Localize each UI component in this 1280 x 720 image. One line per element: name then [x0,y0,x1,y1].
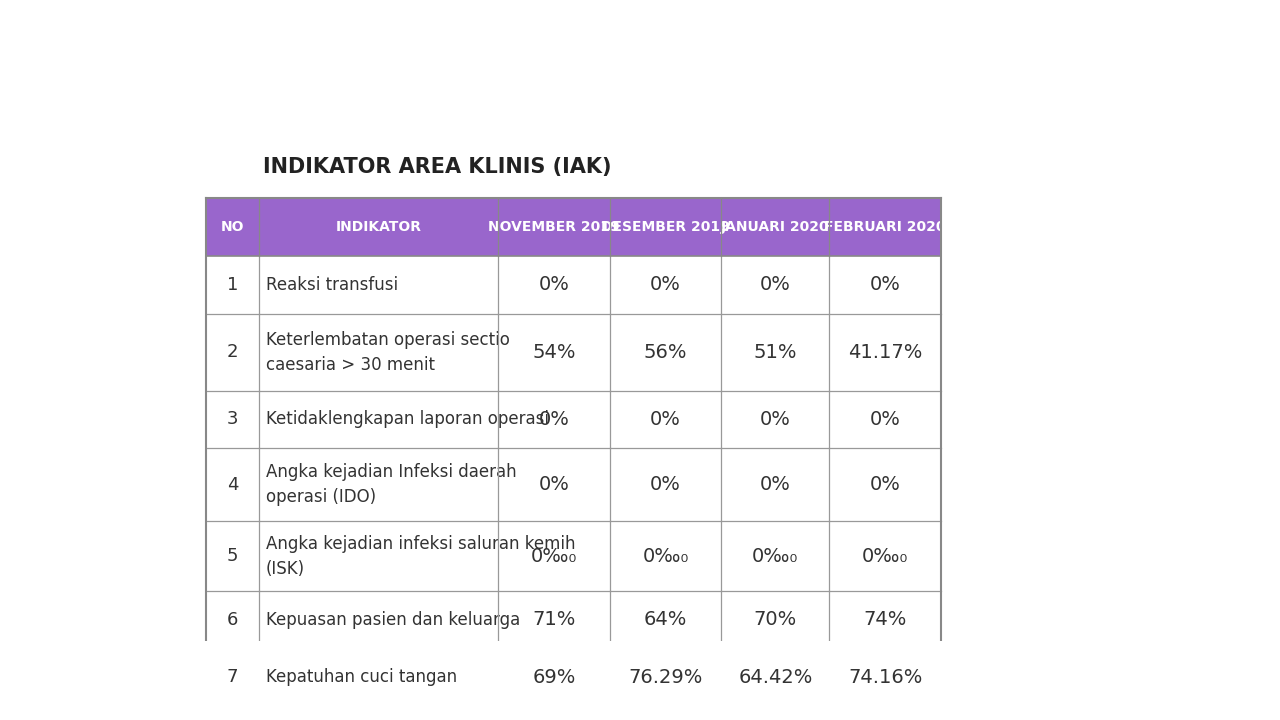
Text: 7: 7 [227,668,238,686]
Text: 5: 5 [227,547,238,565]
Text: 0‰₀: 0‰₀ [643,546,689,566]
Text: 51%: 51% [754,343,797,361]
Text: 0%: 0% [869,275,901,294]
Text: 0%: 0% [650,275,681,294]
Text: 64.42%: 64.42% [739,668,813,687]
Bar [206,590,941,649]
Text: 3: 3 [227,410,238,428]
Text: 56%: 56% [644,343,687,361]
Text: FEBRUARI 2020: FEBRUARI 2020 [824,220,946,234]
Text: 0‰₀: 0‰₀ [531,546,577,566]
Bar [206,313,941,390]
Text: 0‰₀: 0‰₀ [861,546,909,566]
Text: Angka kejadian Infeksi daerah
operasi (IDO): Angka kejadian Infeksi daerah operasi (I… [266,464,516,506]
Text: INDIKATOR AREA KLINIS (IAK): INDIKATOR AREA KLINIS (IAK) [264,157,612,177]
Text: 6: 6 [227,611,238,629]
Text: Kepuasan pasien dan keluarga: Kepuasan pasien dan keluarga [266,611,520,629]
Text: 74%: 74% [864,610,906,629]
Text: 0%: 0% [539,475,570,495]
Text: 0%: 0% [869,410,901,429]
Text: Angka kejadian infeksi saluran kemih
(ISK): Angka kejadian infeksi saluran kemih (IS… [266,534,575,577]
Text: 64%: 64% [644,610,687,629]
Text: 0%: 0% [869,475,901,495]
Bar [206,521,941,590]
Bar [206,649,941,706]
Text: 74.16%: 74.16% [847,668,923,687]
Bar [206,449,941,521]
Text: 71%: 71% [532,610,576,629]
Text: 54%: 54% [532,343,576,361]
Text: INDIKATOR: INDIKATOR [335,220,422,234]
Text: Reaksi transfusi: Reaksi transfusi [266,276,398,294]
Text: DESEMBER 2019: DESEMBER 2019 [602,220,730,234]
Bar [206,390,941,449]
Text: 4: 4 [227,476,238,494]
Text: 0%: 0% [760,275,791,294]
Text: 69%: 69% [532,668,576,687]
Text: 0%: 0% [650,410,681,429]
Text: 0%: 0% [539,275,570,294]
Bar [206,256,941,313]
Text: 0%: 0% [760,475,791,495]
Text: NOVEMBER 2019: NOVEMBER 2019 [488,220,620,234]
Text: 0%: 0% [539,410,570,429]
Text: Keterlembatan operasi sectio
caesaria > 30 menit: Keterlembatan operasi sectio caesaria > … [266,330,509,374]
Text: 70%: 70% [754,610,797,629]
Text: JANUARI 2020: JANUARI 2020 [721,220,829,234]
Text: NO: NO [220,220,244,234]
Text: 76.29%: 76.29% [628,668,703,687]
Text: Kepatuhan cuci tangan: Kepatuhan cuci tangan [266,668,457,686]
Text: 1: 1 [227,276,238,294]
Text: 0‰₀: 0‰₀ [753,546,799,566]
Text: 2: 2 [227,343,238,361]
Text: Ketidaklengkapan laporan operasi: Ketidaklengkapan laporan operasi [266,410,549,428]
Text: 0%: 0% [650,475,681,495]
Text: 0%: 0% [760,410,791,429]
Bar [206,198,941,256]
Text: 41.17%: 41.17% [847,343,923,361]
